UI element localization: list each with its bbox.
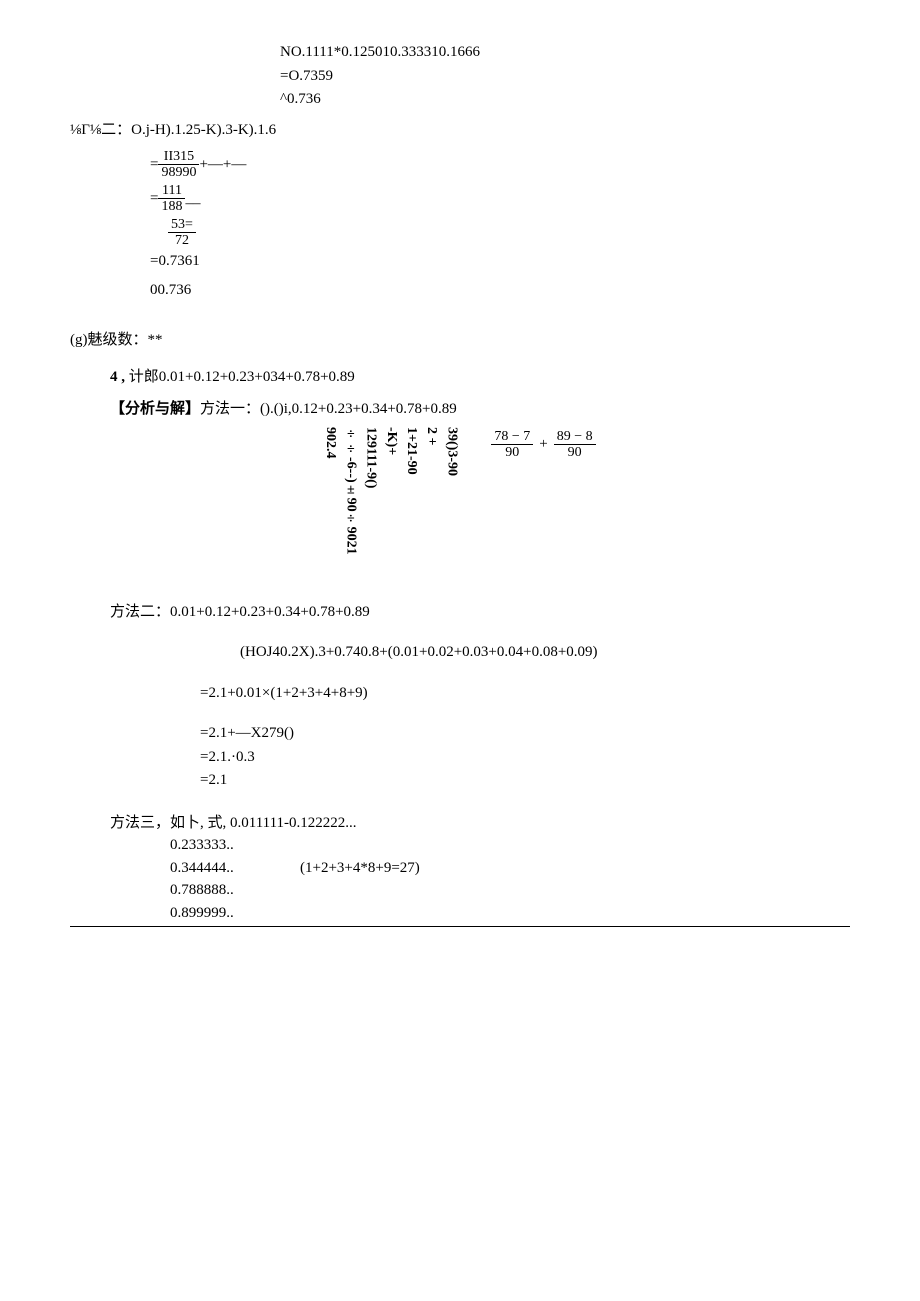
problem-4-text: 计郎0.01+0.12+0.23+034+0.78+0.89 [129,369,355,385]
method-2-line-1: (HOJ40.2X).3+0.740.8+(0.01+0.02+0.03+0.0… [240,641,850,664]
method-3-header: 方法三，如卜, 式, 0.011111-0.122222... [110,812,850,835]
method-2-line-5: =2.1 [200,769,850,792]
top-line-3: ^0.736 [280,88,850,111]
calc-line-4: =0.7361 [150,250,850,273]
sfrac2-den: 90 [554,445,596,460]
problem-4-number: 4 , [110,369,125,385]
analysis-label: 【分析与解】 [110,401,200,417]
sfrac-plus: + [539,433,547,456]
frac1-suffix: +—+— [199,156,246,172]
expression-1: ⅛Γ⅛二：O.j-H).1.25-K).3-K).1.6 [70,122,276,138]
method-2-line-4: =2.1.·0.3 [200,746,850,769]
vert-col-6: 2 + [422,427,440,577]
frac2-num: 111 [158,183,185,199]
sfrac1-num: 78 − 7 [491,429,533,445]
vert-col-3: 129111-9() [361,427,379,577]
frac1-num: II315 [158,149,199,165]
vert-col-4: -K)+ [382,427,400,577]
method-3-note: (1+2+3+4*8+9=27) [300,857,420,880]
method-3-val-3: 0.788888.. [170,879,300,902]
sfrac1-den: 90 [491,445,533,460]
method-3-val-1: 0.233333.. [170,834,300,857]
calc-line-5: 00.736 [150,279,850,302]
bottom-rule [70,926,850,927]
method-2-header: 方法二：0.01+0.12+0.23+0.34+0.78+0.89 [110,601,850,624]
method-2-line-3: =2.1+—X279() [200,722,850,745]
top-line-2: =O.7359 [280,65,850,88]
top-line-1: NO.1111*0.125010.333310.1666 [280,41,850,64]
frac1-den: 98990 [158,165,199,180]
vert-col-5: 1+21-90 [402,427,420,577]
method-3-val-4: 0.899999.. [170,902,300,925]
calc-line-2: =111188__ [150,183,850,215]
vert-col-7: 39()3-90 [442,427,460,577]
sfrac2-num: 89 − 8 [554,429,596,445]
analysis-text: 方法一：().()i,0.12+0.23+0.34+0.78+0.89 [200,401,457,417]
vertical-expression-block: 902.4 ÷÷-6--)±90÷9021 129111-9() -K)+ 1+… [320,427,461,577]
vert-col-2: ÷÷-6--)±90÷9021 [341,427,359,577]
vert-col-1: 902.4 [321,427,339,577]
frac3-den: 72 [168,233,196,248]
frac2-suffix: __ [185,190,200,206]
frac3-num: 53= [168,217,196,233]
method-2-line-2: =2.1+0.01×(1+2+3+4+8+9) [200,682,850,705]
method-3-val-2: 0.344444.. [170,857,300,880]
calc-line-1: =II31598990+—+— [150,149,850,181]
frac2-den: 188 [158,199,185,214]
side-fraction-group: 78 − 790 + 89 − 890 [491,429,595,461]
calc-line-3: 53=72 [168,217,850,249]
section-g-header: (g)魅级数：** [70,329,850,352]
